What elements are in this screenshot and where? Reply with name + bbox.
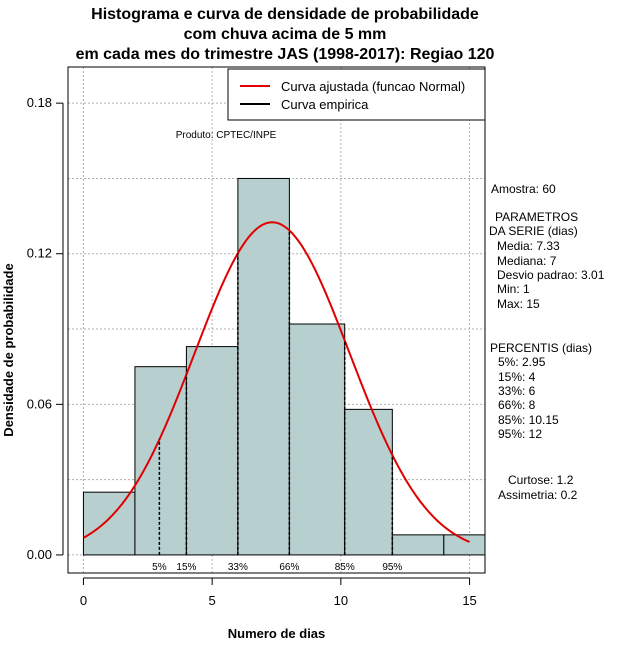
legend-box [227, 68, 486, 121]
product-credit: Produto: CPTEC/INPE [176, 130, 277, 141]
params-header-line-2: DA SERIE (dias) [489, 224, 578, 238]
plot-border [67, 66, 486, 574]
kurtosis: Curtose: 1.2 [508, 473, 574, 487]
param-max: Max: 15 [497, 297, 540, 311]
percentile-marker-label: 33% [228, 562, 248, 573]
percentil-85: 85%: 10.15 [498, 413, 559, 427]
param-mean: Media: 7.33 [497, 239, 560, 253]
percentil-95: 95%: 12 [498, 427, 543, 441]
x-axis-tick-label: 10 [334, 593, 348, 608]
x-axis-tick-label: 15 [462, 593, 476, 608]
histogram-bar [185, 346, 239, 556]
percentile-marker-label: 15% [176, 562, 196, 573]
sample-size: Amostra: 60 [491, 182, 556, 196]
params-header-line-1: PARAMETROS [495, 210, 579, 224]
percentis-header: PERCENTIS (dias) [490, 341, 593, 355]
y-axis-tick-label: 0.18 [27, 95, 52, 110]
percentile-marker-label: 5% [152, 562, 167, 573]
x-axis-tick-label: 5 [209, 593, 216, 608]
legend-label-empirical: Curva empirica [281, 97, 369, 112]
percentile-marker-label: 85% [335, 562, 355, 573]
param-median: Mediana: 7 [497, 254, 557, 268]
percentil-33: 33%: 6 [498, 384, 536, 398]
legend-label-fitted: Curva ajustada (funcao Normal) [281, 79, 465, 94]
chart-title-line-2: com chuva acima de 5 mm [183, 26, 387, 43]
percentile-marker-label: 66% [279, 562, 299, 573]
histogram-bar [288, 323, 346, 556]
param-stddev: Desvio padrao: 3.01 [497, 268, 605, 282]
histogram-bar [344, 408, 393, 556]
x-axis-tick-label: 0 [80, 593, 87, 608]
chart-title-line-1: Histograma e curva de densidade de proba… [91, 6, 479, 23]
y-axis-tick-label: 0.00 [27, 547, 52, 562]
y-axis-label: Densidade de probabilidade [1, 263, 16, 436]
percentil-15: 15%: 4 [498, 370, 536, 384]
percentil-66: 66%: 8 [498, 398, 536, 412]
percentil-5: 5%: 2.95 [498, 355, 546, 369]
percentile-marker-label: 95% [382, 562, 402, 573]
histogram-bar [443, 534, 486, 556]
y-axis-tick-label: 0.12 [27, 246, 52, 261]
param-min: Min: 1 [497, 282, 530, 296]
chart-title-line-3: em cada mes do trimestre JAS (1998-2017)… [75, 46, 495, 63]
histogram-bar [391, 534, 445, 556]
y-axis-tick-label: 0.06 [27, 396, 52, 411]
fitted-normal-curve [82, 221, 470, 543]
skewness: Assimetria: 0.2 [498, 488, 578, 502]
x-axis-label: Numero de dias [228, 626, 326, 641]
histogram-bar [237, 177, 290, 556]
histogram-bar [82, 491, 136, 556]
